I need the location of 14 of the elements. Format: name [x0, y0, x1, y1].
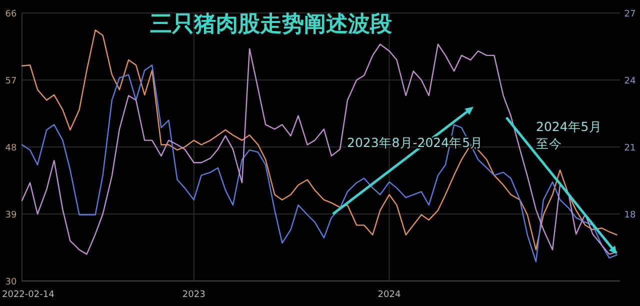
y2-tick-label: 18 [624, 210, 636, 220]
y2-tick-label: 24 [624, 76, 636, 86]
y-tick-label: 30 [5, 278, 17, 288]
y-tick-label: 66 [5, 10, 17, 20]
x-tick-label: 2024 [378, 290, 401, 300]
chart-title: 三只猪肉股走势阐述波段 [150, 12, 393, 37]
y2-tick-label: 27 [624, 10, 636, 20]
annotation: 2024年5月至今 [536, 119, 602, 151]
x-tick-label: 2023 [182, 290, 206, 300]
y-tick-label: 57 [5, 76, 17, 86]
y-tick-label: 48 [5, 144, 17, 154]
y-tick-label: 39 [5, 210, 17, 220]
x-tick-label: 2022-02-14 [2, 290, 55, 300]
y2-tick-label: 21 [624, 144, 636, 154]
